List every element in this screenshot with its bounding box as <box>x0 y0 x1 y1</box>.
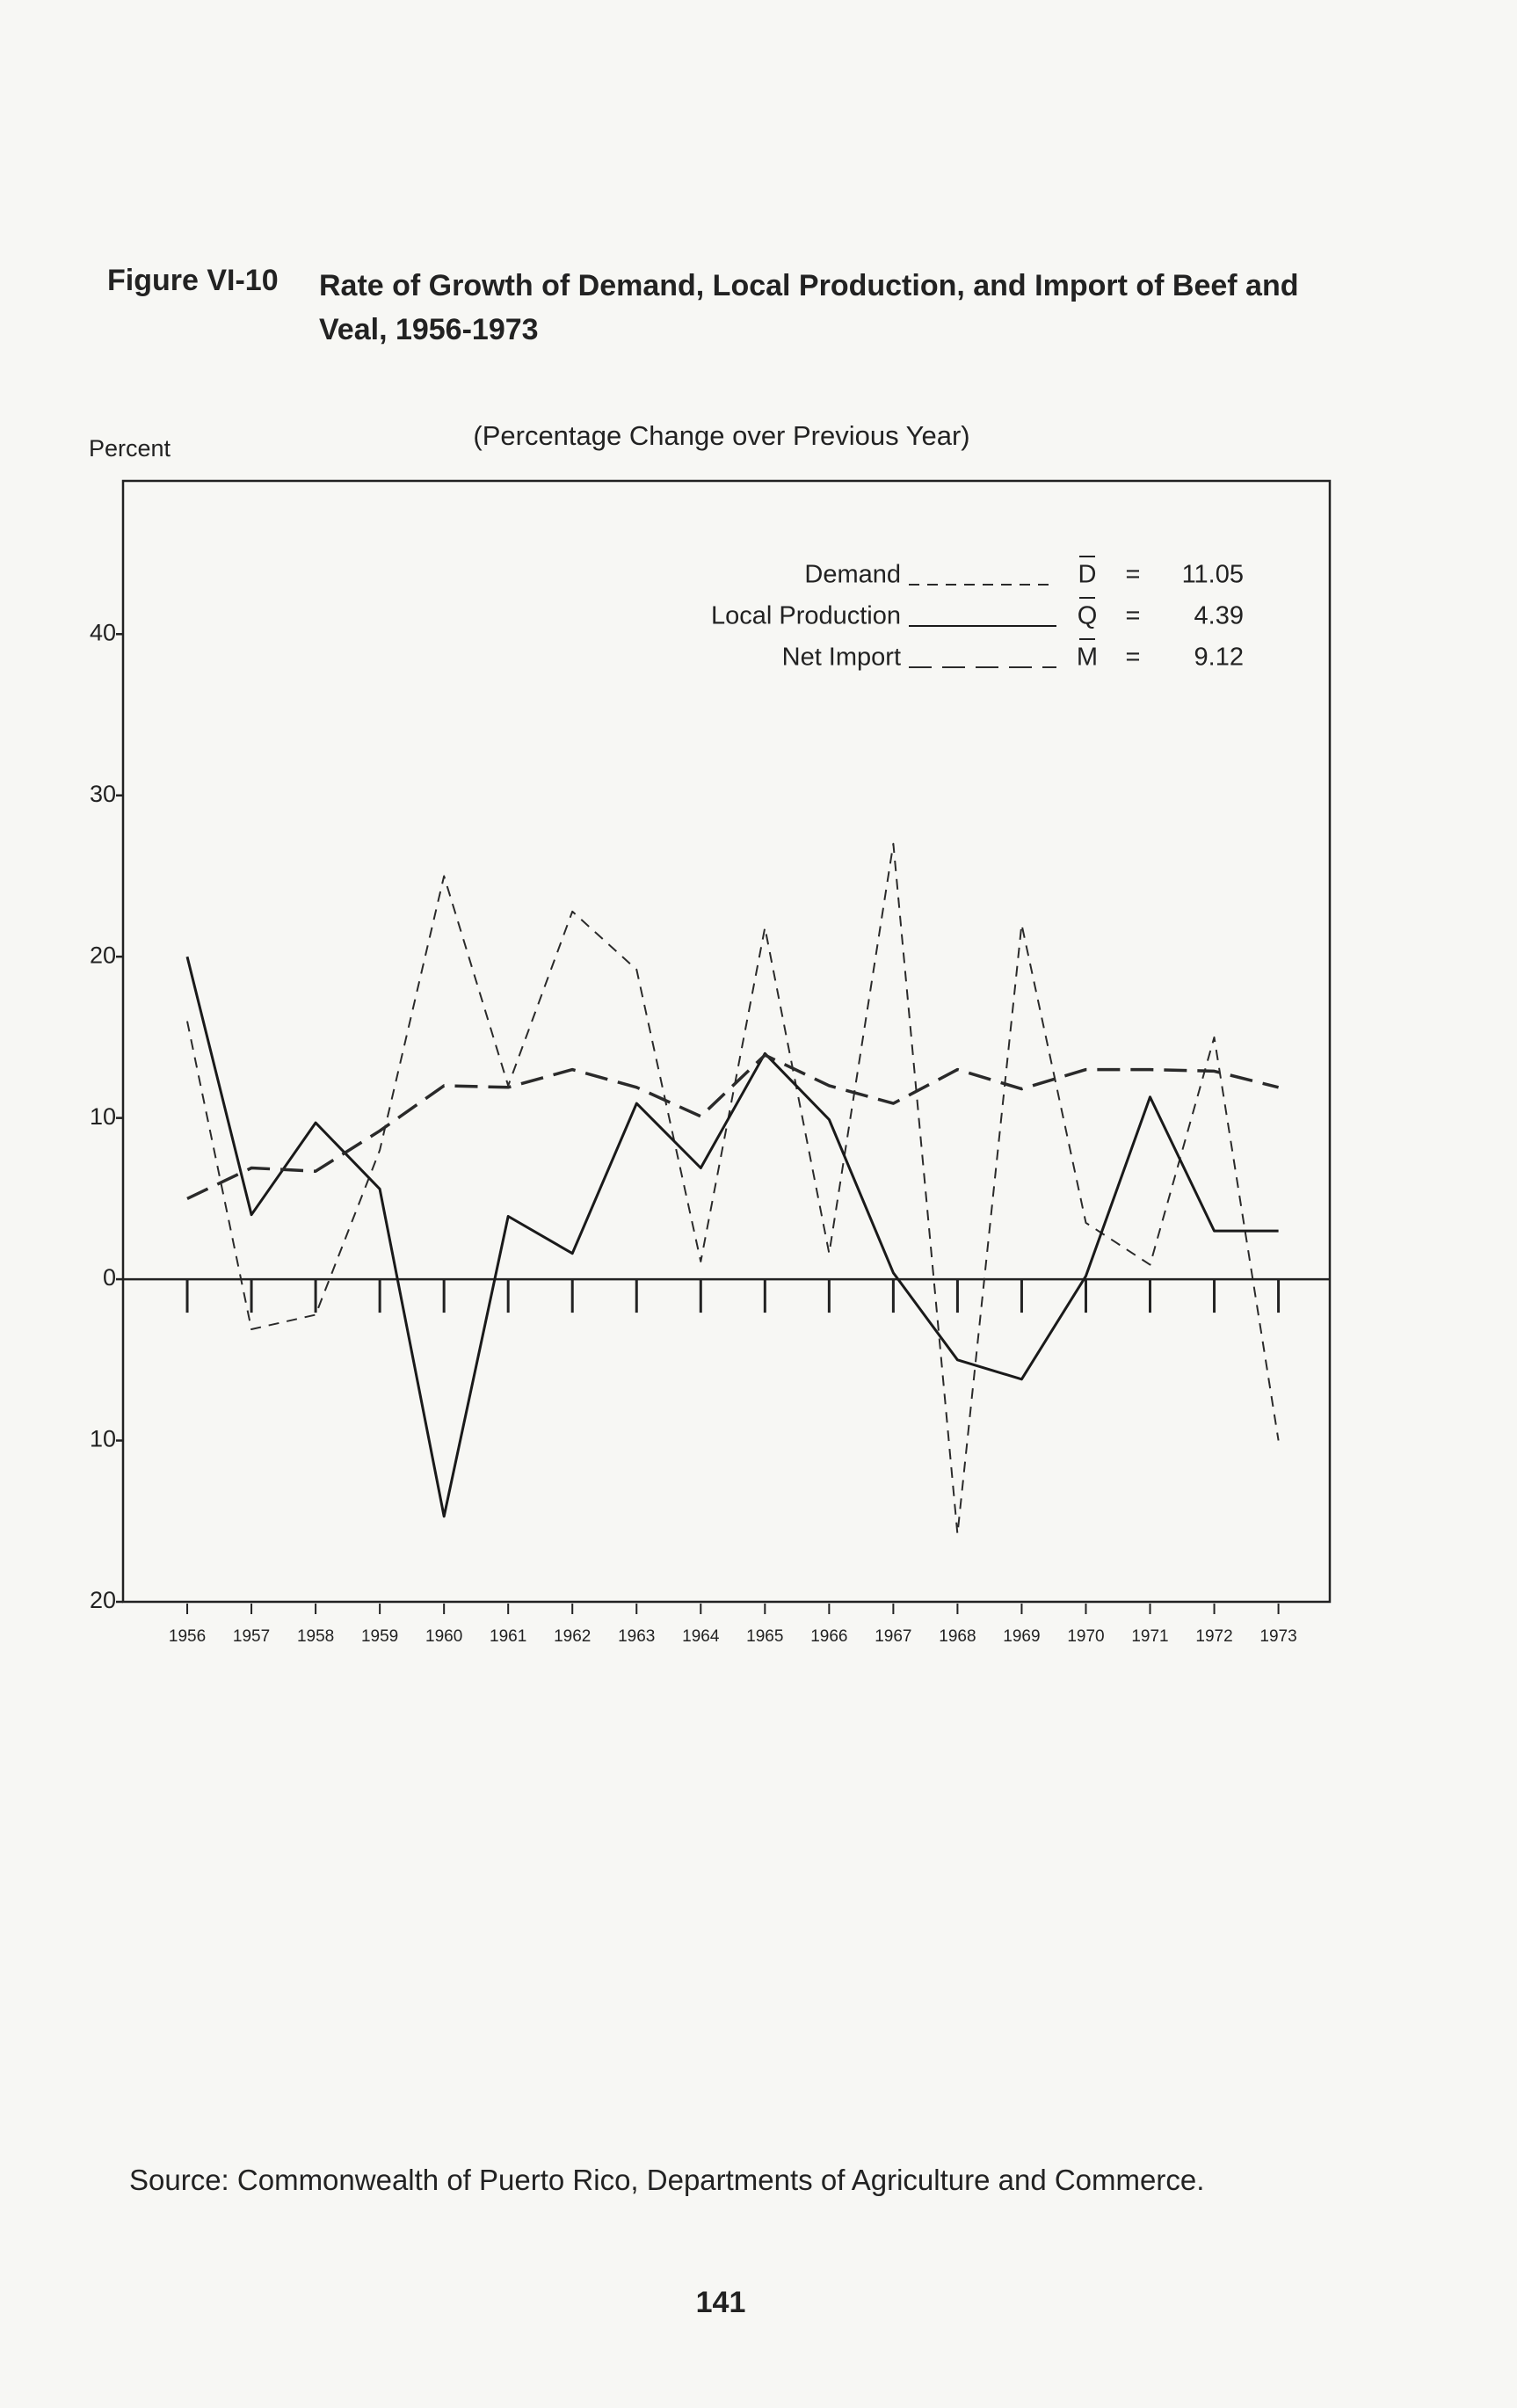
legend-mean: 4.39 <box>1194 602 1244 630</box>
x-tick-label: 1957 <box>233 1627 270 1646</box>
x-tick-label: 1972 <box>1195 1627 1232 1646</box>
y-tick-label: 10 <box>90 1426 116 1452</box>
legend-equals: = <box>1126 602 1141 630</box>
x-tick-label: 1956 <box>169 1627 206 1646</box>
legend-mean: 11.05 <box>1182 561 1244 589</box>
x-tick-label: 1964 <box>682 1627 720 1646</box>
y-axis-label: Percent <box>89 435 171 462</box>
y-tick-label: 20 <box>90 942 116 968</box>
y-tick-label: 0 <box>103 1264 116 1291</box>
y-tick-label: 10 <box>90 1103 116 1130</box>
legend-symbol: Q <box>1078 602 1098 630</box>
x-tick-label: 1966 <box>810 1627 847 1646</box>
series-line <box>186 842 1280 1535</box>
x-tick-label: 1967 <box>875 1627 911 1646</box>
x-tick-label: 1973 <box>1259 1627 1296 1646</box>
legend-label: Local Production <box>711 602 901 630</box>
x-tick-label: 1965 <box>746 1627 783 1646</box>
x-tick-label: 1968 <box>939 1627 976 1646</box>
source-note: Source: Commonwealth of Puerto Rico, Dep… <box>129 2164 1205 2196</box>
chart-subtitle: (Percentage Change over Previous Year) <box>473 420 969 451</box>
y-tick-label: 20 <box>90 1587 116 1613</box>
legend-symbol: M <box>1077 644 1098 672</box>
figure-title: Rate of Growth of Demand, Local Producti… <box>319 269 1299 346</box>
x-tick-label: 1971 <box>1131 1627 1168 1646</box>
legend-mean: 9.12 <box>1194 644 1244 672</box>
legend-equals: = <box>1126 644 1141 672</box>
x-tick-label: 1970 <box>1067 1627 1104 1646</box>
x-tick-label: 1961 <box>490 1627 526 1646</box>
plot-frame <box>121 479 1332 1604</box>
figure-label: Figure VI-10 <box>107 264 279 297</box>
x-tick-label: 1962 <box>554 1627 591 1646</box>
x-tick-label: 1960 <box>425 1627 462 1646</box>
legend-symbol: D <box>1078 561 1097 589</box>
x-tick-label: 1959 <box>361 1627 398 1646</box>
page-number: 141 <box>695 2286 746 2319</box>
x-tick-label: 1963 <box>618 1627 655 1646</box>
y-tick-label: 40 <box>90 619 116 645</box>
legend-equals: = <box>1126 561 1141 589</box>
y-tick-label: 30 <box>90 781 116 807</box>
x-tick-label: 1958 <box>297 1627 334 1646</box>
legend-label: Demand <box>804 561 901 589</box>
chart: (Percentage Change over Previous Year) P… <box>89 420 1332 1646</box>
x-tick-label: 1969 <box>1003 1627 1040 1646</box>
series-line <box>186 1053 1280 1200</box>
legend-label: Net Import <box>782 644 901 672</box>
series-line <box>185 956 1279 1518</box>
